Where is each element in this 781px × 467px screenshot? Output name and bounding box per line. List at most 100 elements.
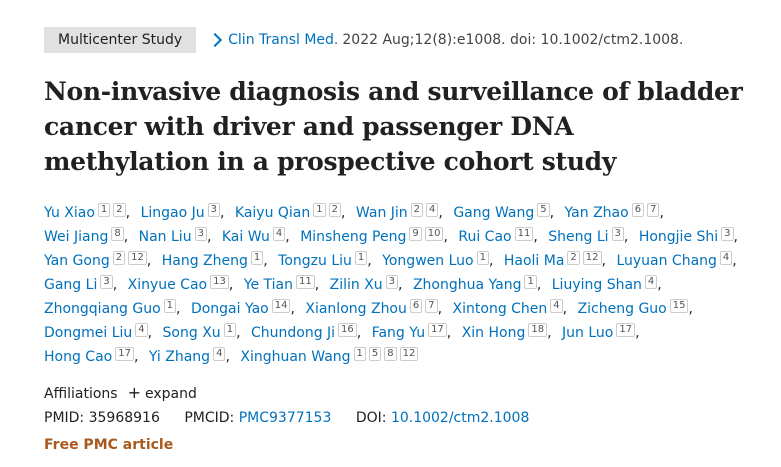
affiliation-ref[interactable]: 4: [719, 251, 733, 265]
expand-button[interactable]: expand: [145, 386, 197, 402]
author-link[interactable]: Zicheng Guo: [577, 301, 667, 317]
author-link[interactable]: Kaiyu Qian: [234, 205, 311, 221]
affiliation-ref[interactable]: 1: [97, 203, 111, 217]
author-link[interactable]: Xin Hong: [461, 325, 526, 341]
affiliation-ref[interactable]: 4: [213, 347, 226, 361]
author-link[interactable]: Xianlong Zhou: [305, 301, 407, 317]
affiliation-ref[interactable]: 17: [115, 347, 134, 361]
affiliation-ref[interactable]: 7: [647, 203, 660, 217]
affiliation-ref[interactable]: 1: [313, 203, 326, 217]
author-link[interactable]: Nan Liu: [138, 229, 192, 245]
affiliation-ref[interactable]: 5: [368, 347, 382, 361]
affiliation-ref[interactable]: 6: [409, 299, 423, 313]
affiliation-ref[interactable]: 5: [537, 203, 550, 217]
free-pmc-article[interactable]: Free PMC article: [44, 437, 174, 453]
affiliation-ref[interactable]: 4: [426, 203, 439, 217]
affiliation-ref[interactable]: 8: [384, 347, 397, 361]
affiliation-ref[interactable]: 1: [476, 251, 489, 265]
affiliation-ref[interactable]: 12: [582, 251, 602, 265]
affiliation-ref[interactable]: 7: [425, 299, 438, 313]
pmcid-link[interactable]: PMC9377153: [238, 410, 332, 426]
affiliation-ref[interactable]: 17: [428, 323, 447, 337]
author-link[interactable]: Liuying Shan: [551, 277, 642, 293]
author-link[interactable]: Fang Yu: [371, 325, 426, 341]
author: Liuying Shan 4: [551, 275, 668, 293]
author-link[interactable]: Xintong Chen: [452, 301, 548, 317]
affiliation-ref[interactable]: 11: [295, 275, 315, 289]
affiliation-ref[interactable]: 12: [399, 347, 419, 361]
author-link[interactable]: Yan Zhao: [564, 205, 629, 221]
doi-link[interactable]: 10.1002/ctm2.1008: [390, 410, 530, 426]
author-link[interactable]: Jun Luo: [562, 325, 614, 341]
author-link[interactable]: Hong Cao: [44, 349, 113, 365]
pmcid-label: PMCID:: [184, 410, 235, 426]
affiliation-ref[interactable]: 8: [111, 227, 124, 241]
affiliation-ref[interactable]: 3: [721, 227, 734, 241]
author-link[interactable]: Zilin Xu: [329, 277, 383, 293]
affiliation-ref[interactable]: 1: [524, 275, 537, 289]
affiliation-ref[interactable]: 1: [354, 251, 368, 265]
author-link[interactable]: Xinghuan Wang: [240, 349, 351, 365]
author-link[interactable]: Yu Xiao: [44, 205, 95, 221]
author-link[interactable]: Wei Jiang: [44, 229, 109, 245]
affiliation-ref[interactable]: 14: [271, 299, 291, 313]
affiliation-ref[interactable]: 11: [514, 227, 534, 241]
author-link[interactable]: Dongmei Liu: [44, 325, 133, 341]
affiliation-ref[interactable]: 1: [163, 299, 177, 313]
affiliation-ref[interactable]: 3: [207, 203, 220, 217]
affiliation-ref[interactable]: 4: [550, 299, 563, 313]
affiliation-ref[interactable]: 3: [611, 227, 624, 241]
affiliation-ref[interactable]: 1: [250, 251, 264, 265]
affiliation-ref[interactable]: 2: [410, 203, 424, 217]
author-link[interactable]: Sheng Li: [548, 229, 609, 245]
affiliation-ref[interactable]: 10: [424, 227, 444, 241]
journal-link[interactable]: Clin Transl Med.: [228, 32, 339, 48]
author-link[interactable]: Minsheng Peng: [300, 229, 407, 245]
affiliation-ref[interactable]: 13: [210, 275, 229, 289]
affiliation-ref[interactable]: 12: [128, 251, 147, 265]
author-link[interactable]: Zhongqiang Guo: [44, 301, 161, 317]
affiliation-ref[interactable]: 2: [112, 251, 126, 265]
author: Xinghuan Wang 1 5 8 12: [240, 347, 424, 365]
affiliation-ref[interactable]: 16: [338, 323, 357, 337]
affiliation-ref[interactable]: 4: [272, 227, 286, 241]
author-link[interactable]: Hongjie Shi: [638, 229, 719, 245]
author-link[interactable]: Song Xu: [162, 325, 221, 341]
author-link[interactable]: Haoli Ma: [503, 253, 565, 269]
author-link[interactable]: Yi Zhang: [148, 349, 211, 365]
citation: 2022 Aug;12(8):e1008. doi: 10.1002/ctm2.…: [342, 32, 684, 48]
author-link[interactable]: Tongzu Liu: [278, 253, 352, 269]
affiliation-ref[interactable]: 3: [385, 275, 399, 289]
author-link[interactable]: Gang Li: [44, 277, 98, 293]
identifiers: PMID: 35968916 PMCID: PMC9377153 DOI: 10…: [44, 410, 529, 426]
author-link[interactable]: Zhonghua Yang: [412, 277, 522, 293]
affiliation-ref[interactable]: 3: [100, 275, 113, 289]
affiliation-ref[interactable]: 4: [644, 275, 658, 289]
author-link[interactable]: Ye Tian: [243, 277, 293, 293]
author-link[interactable]: Yan Gong: [44, 253, 110, 269]
affiliation-ref[interactable]: 1: [223, 323, 237, 337]
author-link[interactable]: Wan Jin: [355, 205, 408, 221]
author-link[interactable]: Lingao Ju: [140, 205, 205, 221]
affiliation-ref[interactable]: 2: [113, 203, 126, 217]
author-link[interactable]: Gang Wang: [453, 205, 535, 221]
affiliation-ref[interactable]: 9: [409, 227, 422, 241]
author-link[interactable]: Chundong Ji: [250, 325, 336, 341]
affiliation-ref[interactable]: 2: [328, 203, 342, 217]
author-link[interactable]: Yongwen Luo: [382, 253, 474, 269]
author-link[interactable]: Luyuan Chang: [616, 253, 717, 269]
affiliation-ref[interactable]: 6: [631, 203, 645, 217]
affiliation-ref[interactable]: 4: [135, 323, 148, 337]
affiliation-ref[interactable]: 15: [669, 299, 689, 313]
author-link[interactable]: Kai Wu: [221, 229, 270, 245]
affiliation-ref[interactable]: 17: [616, 323, 636, 337]
affiliation-ref[interactable]: 1: [353, 347, 366, 361]
author-link[interactable]: Xinyue Cao: [127, 277, 208, 293]
author-link[interactable]: Rui Cao: [458, 229, 512, 245]
author-link[interactable]: Hang Zheng: [161, 253, 248, 269]
plus-icon[interactable]: +: [127, 383, 141, 402]
author-link[interactable]: Dongai Yao: [190, 301, 269, 317]
affiliation-ref[interactable]: 3: [194, 227, 207, 241]
affiliation-ref[interactable]: 2: [567, 251, 580, 265]
affiliation-ref[interactable]: 18: [528, 323, 548, 337]
